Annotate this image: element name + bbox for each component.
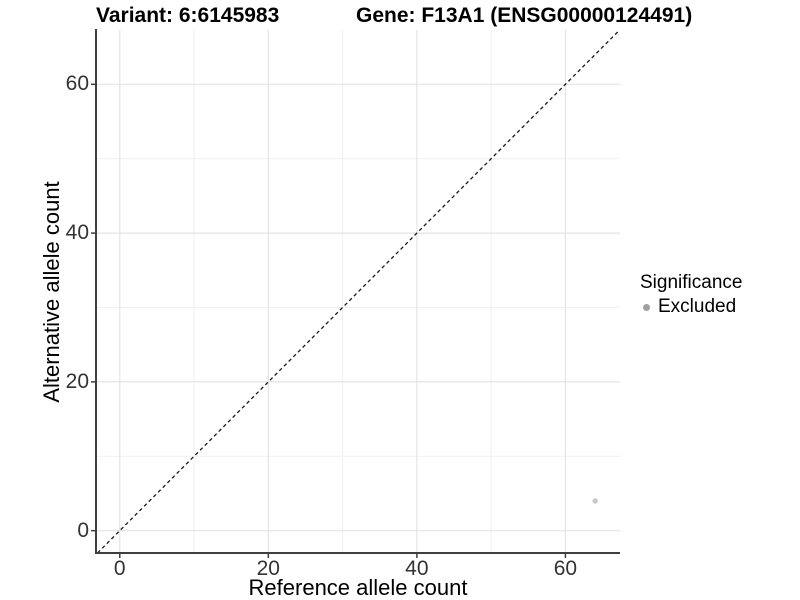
- x-tick-label: 40: [405, 557, 429, 580]
- data-point: [592, 498, 598, 504]
- plot-panel: [91, 29, 621, 558]
- x-axis-title: Reference allele count: [248, 575, 468, 600]
- y-tick-label: 60: [65, 72, 89, 96]
- y-tick-label: 20: [65, 369, 89, 393]
- variant-title: Variant: 6:6145983: [96, 4, 280, 27]
- excluded-point-icon: [643, 303, 650, 311]
- legend: Significance Excluded: [640, 272, 742, 318]
- gene-title: Gene: F13A1 (ENSG00000124491): [356, 4, 693, 27]
- identity-line: [97, 29, 621, 554]
- y-tick-label: 0: [77, 518, 89, 542]
- legend-title: Significance: [640, 272, 743, 293]
- y-axis-title: Alternative allele count: [39, 181, 64, 403]
- y-tick-label: 40: [65, 221, 89, 245]
- legend-entry-label: Excluded: [658, 296, 737, 317]
- legend-entry-excluded: Excluded: [640, 296, 742, 318]
- x-tick-label: 0: [113, 557, 126, 580]
- x-tick-label: 60: [553, 557, 578, 580]
- x-tick-label: 20: [256, 557, 280, 580]
